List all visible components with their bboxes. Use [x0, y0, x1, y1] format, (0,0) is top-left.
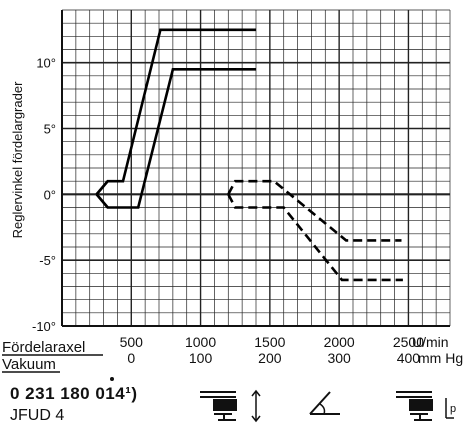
x-tick-label-row2: 200	[258, 350, 282, 366]
series-line-1	[95, 28, 256, 196]
series-line-6	[227, 193, 403, 282]
series-line-5	[227, 179, 402, 242]
part-number: 0 231 180 014¹)	[10, 384, 138, 403]
chart-grid	[61, 9, 451, 327]
y-tick-label: 10°	[36, 56, 56, 71]
x-tick-label-row2: 300	[327, 350, 351, 366]
x-axis-row2-name: Vakuum	[2, 356, 56, 373]
x-tick-label-row2: 400	[397, 350, 421, 366]
y-tick-label: 0°	[44, 187, 56, 202]
y-tick-labels: 10° 5° 0° -5° -10°	[32, 56, 56, 334]
series-line-3	[95, 180, 109, 196]
x-axis-row1-unit: U/min	[412, 334, 449, 350]
y-axis-label: Reglervinkel fördelargrader	[10, 81, 25, 238]
x-axis-row2-unit: mm Hg	[418, 350, 463, 366]
clamp-advance-icon	[200, 389, 261, 423]
x-tick-label-row1: 500	[120, 334, 144, 350]
series-line-4	[95, 193, 109, 209]
y-tick-label: -5°	[39, 253, 56, 268]
x-tick-label-row1: 1500	[254, 334, 285, 350]
x-tick-label-row2: 0	[127, 350, 135, 366]
model-code: JFUD 4	[10, 407, 65, 424]
x-axis-row1-name: Fördelaraxel	[2, 339, 85, 356]
y-tick-label: 5°	[44, 122, 56, 137]
x-tick-label-row1: 1000	[185, 334, 216, 350]
x-tick-label-row1: 2500	[393, 334, 424, 350]
clamp-pressure-icon: p	[396, 391, 456, 421]
svg-text:p: p	[450, 403, 456, 415]
x-tick-label-row2: 100	[189, 350, 213, 366]
x-tick-labels: 500 1000 1500 2000 2500 0 100 200 300 400	[120, 334, 425, 366]
angle-icon	[309, 391, 340, 415]
x-tick-label-row1: 2000	[324, 334, 355, 350]
y-tick-label: -10°	[32, 319, 56, 334]
chart-series-group	[95, 28, 403, 282]
marker-dot	[110, 377, 114, 381]
